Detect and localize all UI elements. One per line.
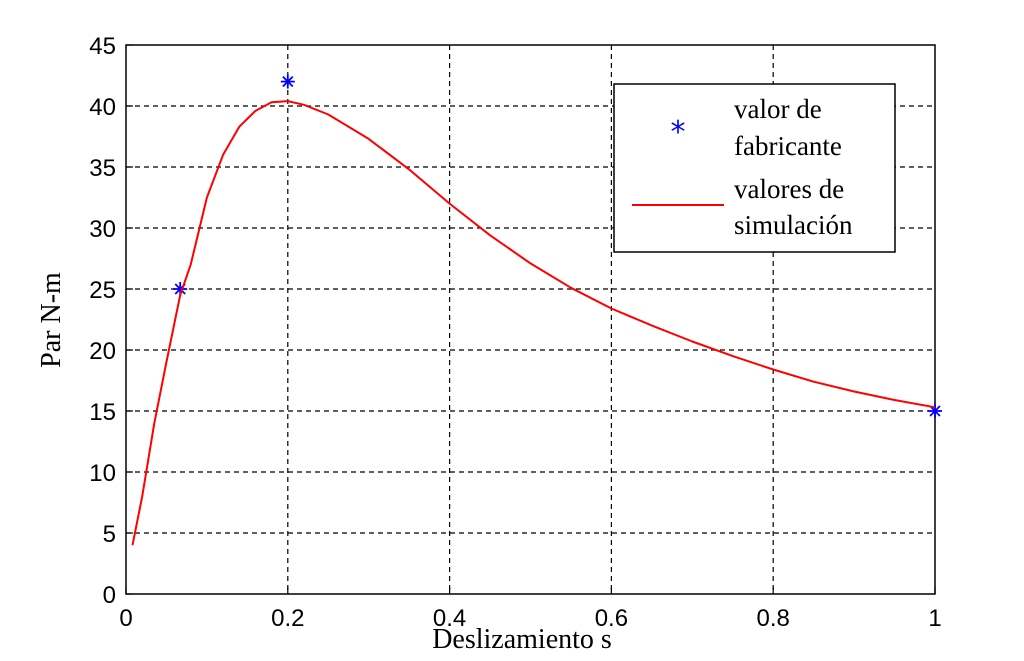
y-tick-label: 20 xyxy=(89,338,116,365)
legend-label-simulacion-line1: valores de xyxy=(734,174,844,204)
legend-label-simulacion-line2: simulación xyxy=(734,210,853,240)
simulation-line xyxy=(131,100,936,546)
x-tick-label: 1 xyxy=(928,605,941,632)
series xyxy=(131,74,942,546)
y-tick-label: 30 xyxy=(89,216,116,243)
y-tick-label: 5 xyxy=(103,521,116,548)
legend-star-marker: * xyxy=(671,115,686,150)
y-tick-label: 40 xyxy=(89,94,116,121)
plot-area-frame xyxy=(125,44,936,595)
x-tick-label: 0.4 xyxy=(433,605,466,632)
y-axis-title: Par N-m xyxy=(36,272,67,368)
y-tick-label: 0 xyxy=(103,582,116,609)
legend-label-fabricante-line1: valor de xyxy=(734,94,822,124)
x-tick-label: 0.6 xyxy=(595,605,628,632)
x-tick-label: 0 xyxy=(119,605,132,632)
x-tick-label: 0.8 xyxy=(757,605,790,632)
y-tick-label: 10 xyxy=(89,460,116,487)
legend: * valor de fabricante valores de simulac… xyxy=(613,83,896,253)
y-tick-label: 25 xyxy=(89,277,116,304)
x-tick-label: 0.2 xyxy=(271,605,304,632)
y-tick-label: 45 xyxy=(89,33,116,60)
legend-box xyxy=(613,83,896,253)
x-axis-title: Deslizamiento s xyxy=(432,624,612,655)
manufacturer-point xyxy=(280,74,295,89)
y-tick-label: 15 xyxy=(89,399,116,426)
y-tick-label: 35 xyxy=(89,155,116,182)
legend-label-fabricante-line2: fabricante xyxy=(734,131,842,161)
